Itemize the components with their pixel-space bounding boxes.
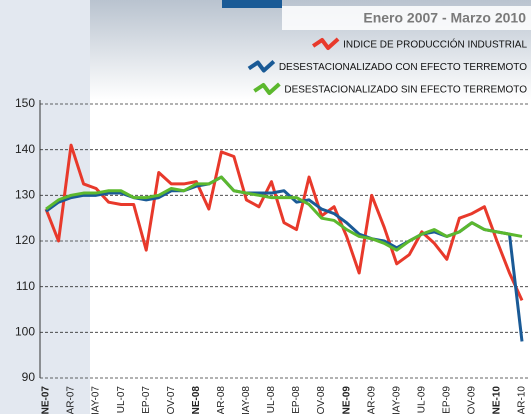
- x-tick-label: MAR-08: [216, 386, 227, 414]
- x-tick-label: SEP-08: [291, 386, 302, 414]
- x-tick-label: MAY-07: [91, 386, 102, 414]
- subtitle: Enero 2007 - Marzo 2010: [363, 10, 526, 26]
- chart: Enero 2007 - Marzo 2010 90 100 110 120 130 14…: [0, 0, 531, 414]
- y-tick-label: 90: [22, 370, 36, 384]
- x-tick-label: ENE-10: [492, 386, 503, 414]
- x-tick-label: ENE-07: [41, 386, 52, 414]
- header-bar: [222, 0, 282, 8]
- x-tick-label: MAR-07: [66, 386, 77, 414]
- y-tick-label: 140: [15, 142, 35, 156]
- x-tick-label: ENE-08: [191, 386, 202, 414]
- x-tick-label: JUL-08: [266, 386, 277, 414]
- x-tick-label: NOV-07: [166, 386, 177, 414]
- x-tick-label: JUL-07: [116, 386, 127, 414]
- x-tick-label: JUL-09: [416, 386, 427, 414]
- legend-label: DESESTACIONALIZADO CON EFECTO TERREMOTO: [279, 62, 527, 73]
- y-tick-label: 100: [15, 325, 35, 339]
- legend-label: DESESTACIONALIZADO SIN EFECTO TERREMOTO: [284, 85, 527, 96]
- x-tick-label: NOV-09: [467, 386, 478, 414]
- x-tick-label: MAY-08: [241, 386, 252, 414]
- side-panel: [0, 0, 90, 414]
- x-tick-label: SEP-09: [441, 386, 452, 414]
- x-tick-label: NOV-08: [316, 386, 327, 414]
- x-tick-label: MAR-09: [366, 386, 377, 414]
- legend-label: INDICE DE PRODUCCIÓN INDUSTRIAL: [343, 38, 527, 51]
- x-tick-label: ENE-09: [341, 386, 352, 414]
- y-tick-label: 110: [16, 279, 35, 293]
- x-tick-label: SEP-07: [141, 386, 152, 414]
- y-tick-label: 150: [15, 96, 35, 110]
- y-tick-label: 120: [15, 233, 35, 247]
- x-tick-label: MAR-10: [517, 386, 528, 414]
- x-tick-label: MAY-09: [391, 386, 402, 414]
- y-tick-label: 130: [15, 188, 35, 202]
